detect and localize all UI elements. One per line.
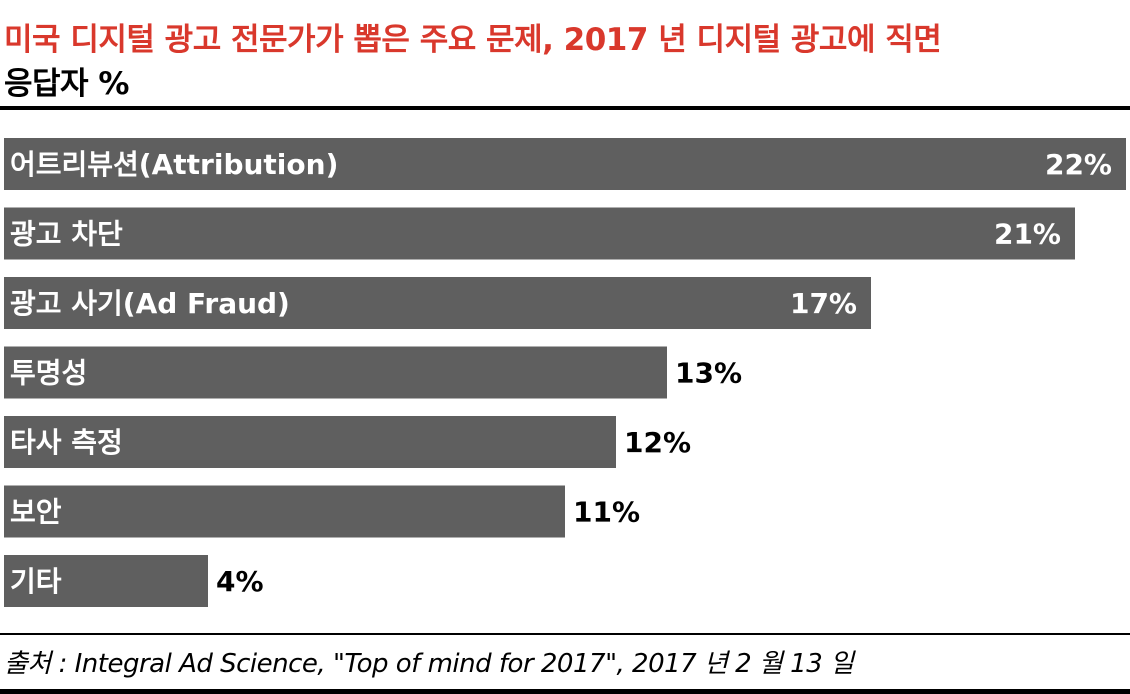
value-label: 4% (216, 565, 264, 598)
value-label: 17% (790, 287, 857, 320)
bar-chart: 어트리뷰션(Attribution) 22% 광고 차단 21% 광고 사기(Ad Fr… (4, 138, 1126, 607)
bar (4, 416, 616, 468)
bar (4, 207, 1075, 260)
value-label: 12% (624, 426, 691, 459)
category-label: 투명성 (10, 357, 87, 390)
source-note: 출처 : Integral Ad Science, "Top of mind f… (4, 649, 854, 679)
chart-title: 미국 디지털 광고 전문가가 뽑은 주요 문제, 2017 년 디지털 광고에 … (4, 22, 942, 58)
bar (4, 277, 871, 329)
bar (4, 138, 1126, 190)
category-label: 타사 측정 (10, 426, 123, 459)
chart-subtitle: 응답자 % (4, 66, 129, 102)
bottom-rule (0, 689, 1130, 694)
source-divider (0, 633, 1130, 635)
value-label: 22% (1045, 148, 1112, 181)
value-label: 11% (573, 496, 640, 529)
category-label: 보안 (10, 496, 62, 529)
value-label: 21% (994, 218, 1061, 251)
bar (4, 485, 565, 538)
category-label: 기타 (10, 565, 62, 598)
bar (4, 346, 667, 399)
category-label: 어트리뷰션(Attribution) (10, 148, 338, 181)
category-label: 광고 차단 (10, 218, 123, 251)
value-label: 13% (675, 357, 742, 390)
category-label: 광고 사기(Ad Fraud) (10, 287, 290, 320)
top-rule (0, 106, 1130, 110)
bar (4, 555, 208, 607)
